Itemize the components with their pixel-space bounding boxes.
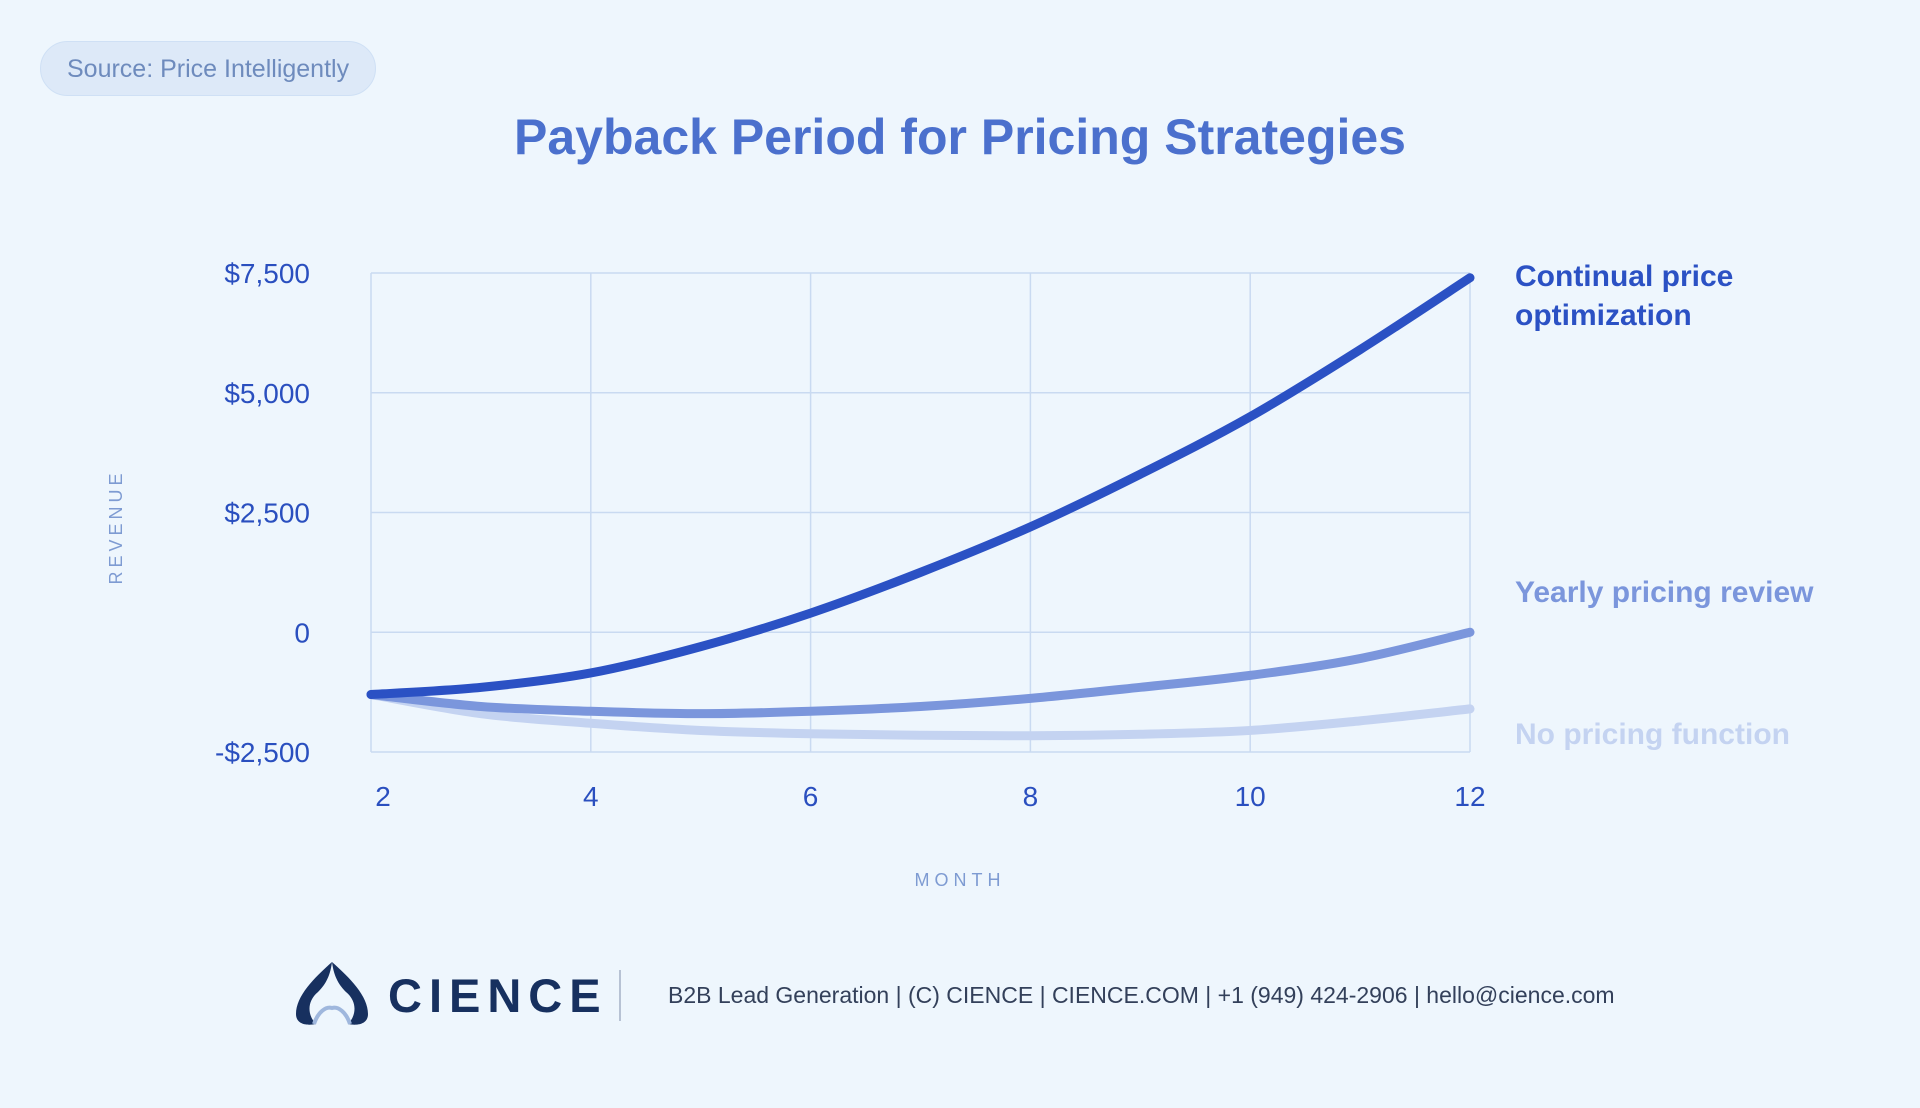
x-tick-label: 4	[583, 781, 599, 812]
legend-label: No pricing function	[1515, 718, 1790, 751]
series-layer	[366, 273, 1475, 741]
y-tick-label: $5,000	[224, 378, 310, 409]
legend-label-line: Yearly pricing review	[1515, 576, 1814, 609]
x-tick-label: 12	[1454, 781, 1485, 812]
legend-label: Yearly pricing review	[1515, 576, 1814, 609]
x-tick-label: 10	[1235, 781, 1266, 812]
y-tick-label: $7,500	[224, 258, 310, 289]
legend-label-line: Continual price	[1515, 260, 1733, 293]
legend-layer: Continual price optimization Yearly pricin…	[1515, 260, 1814, 751]
footer-contact: B2B Lead Generation | (C) CIENCE | CIENC…	[668, 982, 1615, 1008]
x-tick-label: 8	[1023, 781, 1039, 812]
y-axis-label: REVENUE	[106, 469, 126, 584]
legend-label: Continual price optimization	[1515, 260, 1733, 332]
cience-flame-icon	[296, 962, 368, 1025]
y-tick-label: $2,500	[224, 498, 310, 529]
legend-label-line: No pricing function	[1515, 718, 1790, 751]
chart-canvas: -$2,500 0 $2,500 $5,000 $7,500 2 4 6 8 10 12 Conti…	[106, 258, 1814, 890]
y-tick-label: -$2,500	[215, 737, 310, 768]
brand-name: CIENCE	[388, 969, 608, 1022]
series-line	[366, 627, 1475, 719]
footer-divider	[619, 970, 621, 1021]
x-tick-label: 6	[803, 781, 819, 812]
legend-label-line: optimization	[1515, 299, 1692, 332]
y-tick-label: 0	[294, 617, 310, 648]
source-badge: Source: Price Intelligently	[40, 41, 377, 96]
series-line	[366, 690, 1475, 741]
x-tick-label: 2	[375, 781, 391, 812]
series-line	[366, 273, 1475, 700]
chart-title: Payback Period for Pricing Strategies	[514, 109, 1406, 165]
x-axis-label: MONTH	[915, 870, 1006, 890]
tick-layer: -$2,500 0 $2,500 $5,000 $7,500 2 4 6 8 10 12	[215, 258, 1486, 812]
